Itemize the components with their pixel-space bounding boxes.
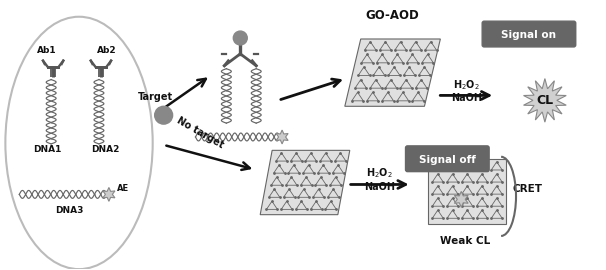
Text: NaOH: NaOH	[364, 183, 395, 193]
Text: Ab1: Ab1	[38, 46, 57, 55]
Text: DNA3: DNA3	[55, 206, 83, 215]
FancyBboxPatch shape	[482, 21, 576, 47]
FancyBboxPatch shape	[405, 146, 489, 172]
Text: Signal off: Signal off	[419, 155, 476, 165]
Text: CL: CL	[536, 94, 553, 107]
Polygon shape	[428, 159, 506, 224]
Text: No target: No target	[175, 115, 225, 150]
Polygon shape	[454, 191, 468, 207]
Polygon shape	[103, 187, 115, 201]
Circle shape	[155, 106, 173, 124]
Text: CRET: CRET	[512, 184, 542, 194]
Text: AE: AE	[117, 184, 129, 193]
Text: Target: Target	[138, 92, 173, 102]
Polygon shape	[260, 150, 350, 215]
Text: Weak CL: Weak CL	[440, 236, 490, 246]
Text: NaOH: NaOH	[451, 93, 482, 103]
Text: H$_2$O$_2$: H$_2$O$_2$	[453, 79, 480, 92]
Text: DNA2: DNA2	[91, 145, 119, 154]
Polygon shape	[276, 130, 288, 144]
Text: Signal on: Signal on	[501, 30, 556, 40]
Polygon shape	[345, 39, 441, 106]
Text: GO-AOD: GO-AOD	[365, 9, 419, 22]
Text: Ab2: Ab2	[97, 46, 117, 55]
Text: H$_2$O$_2$: H$_2$O$_2$	[366, 167, 393, 180]
Circle shape	[233, 31, 247, 45]
Text: DNA1: DNA1	[33, 145, 61, 154]
Polygon shape	[524, 79, 566, 122]
